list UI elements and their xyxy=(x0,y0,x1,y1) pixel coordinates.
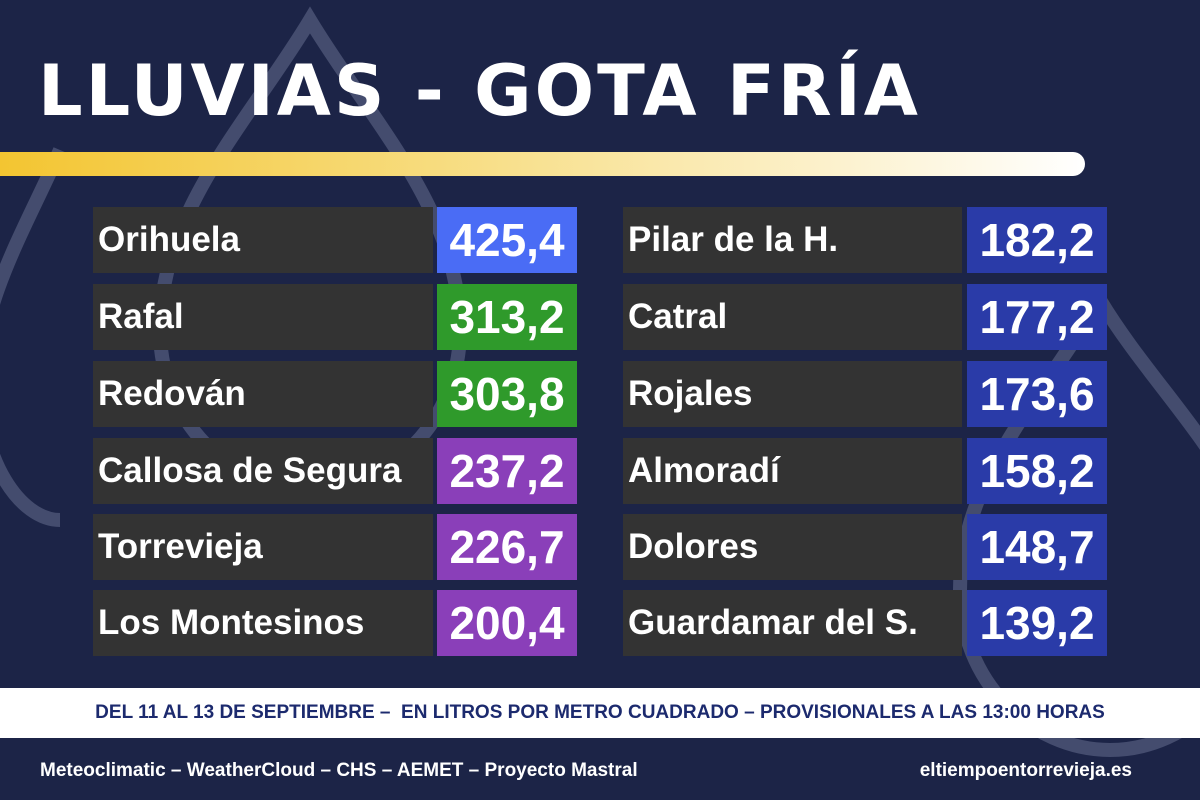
rain-value: 303,8 xyxy=(437,361,577,427)
rain-value: 177,2 xyxy=(967,284,1107,350)
rain-value: 158,2 xyxy=(967,438,1107,504)
sources: Meteoclimatic – WeatherCloud – CHS – AEM… xyxy=(40,760,638,781)
town-name: Guardamar del S. xyxy=(623,590,962,656)
town-name: Almoradí xyxy=(623,438,962,504)
rain-value: 182,2 xyxy=(967,207,1107,273)
title: LLUVIAS - GOTA FRÍA xyxy=(38,50,921,132)
rain-value: 173,6 xyxy=(967,361,1107,427)
town-name: Redován xyxy=(93,361,433,427)
rain-value: 226,7 xyxy=(437,514,577,580)
town-name: Rojales xyxy=(623,361,962,427)
town-name: Pilar de la H. xyxy=(623,207,962,273)
town-name: Torrevieja xyxy=(93,514,433,580)
drop-outline xyxy=(0,147,67,527)
town-name: Los Montesinos xyxy=(93,590,433,656)
rain-value: 425,4 xyxy=(437,207,577,273)
town-name: Orihuela xyxy=(93,207,433,273)
rain-value: 148,7 xyxy=(967,514,1107,580)
town-name: Catral xyxy=(623,284,962,350)
rain-value: 237,2 xyxy=(437,438,577,504)
town-name: Callosa de Segura xyxy=(93,438,433,504)
town-name: Dolores xyxy=(623,514,962,580)
rain-value: 313,2 xyxy=(437,284,577,350)
title-underline xyxy=(0,152,1085,176)
website: eltiempoentorrevieja.es xyxy=(919,760,1132,781)
rain-value: 139,2 xyxy=(967,590,1107,656)
rain-value: 200,4 xyxy=(437,590,577,656)
period-note: DEL 11 AL 13 DE SEPTIEMBRE – EN LITROS P… xyxy=(0,688,1200,738)
town-name: Rafal xyxy=(93,284,433,350)
